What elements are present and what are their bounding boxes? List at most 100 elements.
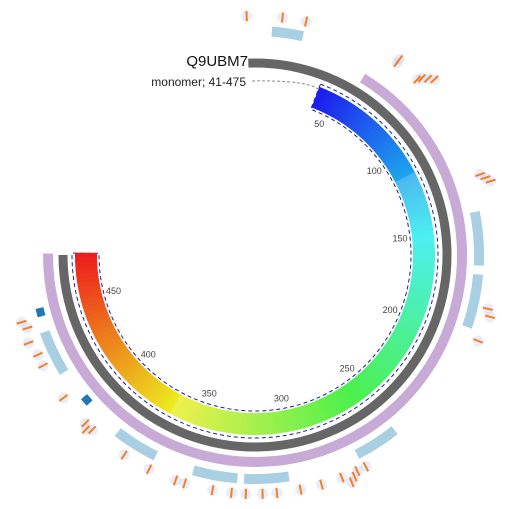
chain-gradient-slice (298, 405, 310, 428)
chain-gradient-slice (388, 335, 410, 352)
chain-gradient-slice (77, 279, 100, 288)
chain-gradient-slice (371, 132, 391, 152)
chain-gradient-slice (407, 208, 431, 219)
chain-gradient-slice (140, 377, 158, 398)
chain-gradient-slice (313, 400, 326, 423)
chain-gradient-slice (75, 256, 98, 262)
variant-marker (395, 54, 404, 65)
chain-gradient-slice (260, 412, 267, 435)
variant-marker (32, 351, 43, 358)
chain-gradient-slice (78, 287, 102, 297)
chain-gradient-slice (364, 366, 383, 385)
chain-gradient-slice (248, 412, 254, 435)
chain-gradient-slice (410, 221, 433, 230)
chain-gradient-slice (214, 408, 224, 432)
chain-gradient-slice (358, 371, 377, 391)
variant-marker (16, 319, 27, 325)
chain-gradient-slice (406, 204, 430, 215)
chain-gradient-slice (77, 283, 101, 293)
chain-gradient-slice (161, 390, 178, 412)
chain-gradient-slice (409, 217, 432, 226)
variant-marker (319, 479, 324, 490)
chain-gradient-slice (116, 355, 136, 374)
chain-gradient-slice (377, 351, 398, 369)
chain-gradient-slice (380, 146, 402, 163)
chain-gradient-slice (127, 366, 147, 386)
chain-gradient-slice (337, 387, 353, 409)
chain-gradient-slice (345, 107, 362, 128)
chain-gradient-slice (363, 123, 382, 143)
chain-gradient-slice (169, 394, 184, 416)
chain-gradient-slice (177, 397, 191, 420)
chain-gradient-slice (342, 104, 359, 126)
region-block (462, 273, 484, 329)
chain-gradient-slice (412, 242, 435, 249)
chain-gradient-slice (79, 290, 103, 301)
region-block (114, 428, 159, 461)
chain-gradient-slice (287, 408, 297, 432)
chain-gradient-slice (357, 117, 376, 138)
region-block (243, 471, 290, 484)
chain-gradient-slice (327, 393, 342, 416)
chain-gradient-slice (151, 383, 168, 405)
variant-marker (120, 450, 128, 460)
chain-gradient-slice (218, 409, 228, 433)
chain-gradient-slice (276, 410, 284, 434)
chain-gradient-slice (147, 381, 165, 403)
scale-tick-label: 200 (383, 305, 398, 315)
chain-gradient-slice (404, 196, 427, 208)
variant-marker (362, 461, 370, 472)
chain-gradient-slice (369, 360, 389, 379)
chain-gradient-slice (374, 354, 395, 373)
chain-gradient-slice (193, 403, 205, 426)
chain-gradient-slice (412, 267, 435, 274)
chain-gradient-slice (210, 407, 220, 431)
chain-gradient-slice (294, 406, 306, 430)
variant-marker (304, 16, 309, 27)
variant-marker (145, 464, 153, 475)
region-block (469, 210, 484, 266)
variant-marker (474, 171, 486, 178)
chain-gradient-slice (253, 412, 258, 436)
variant-marker (484, 314, 496, 320)
chain-gradient-slice (309, 401, 322, 424)
variant-marker (430, 75, 439, 84)
chain-gradient-slice (130, 369, 150, 389)
chain-gradient-slice (411, 229, 434, 238)
chain-gradient-slice (173, 395, 188, 418)
chain-gradient-slice (75, 260, 98, 267)
sequence-track (58, 58, 452, 452)
chain-dashed-outline (71, 83, 439, 439)
chain-gradient-slice (407, 293, 430, 304)
chain-gradient-slice (365, 126, 385, 146)
chain-gradient-slice (385, 153, 407, 170)
chain-gradient-slice (396, 175, 419, 190)
scale-tick-label: 250 (340, 363, 355, 373)
chain-gradient-slice (405, 200, 428, 211)
scale-tick-label: 350 (202, 389, 217, 399)
sequence-gradient-layer (71, 83, 439, 439)
variant-marker (275, 487, 279, 499)
variant-marker (417, 73, 426, 83)
variant-marker (485, 178, 496, 184)
chain-gradient-slice (98, 333, 120, 349)
chain-gradient-slice (390, 332, 412, 348)
chain-gradient-slice (386, 339, 408, 355)
chain-gradient-slice (346, 381, 364, 402)
chain-gradient-slice (348, 109, 366, 131)
scale-tick-label: 450 (106, 286, 121, 296)
chain-gradient-slice (360, 120, 379, 140)
chain-gradient-slice (76, 275, 99, 284)
chain-gradient-slice (410, 278, 433, 287)
chain-gradient-slice (94, 326, 117, 341)
chain-gradient-slice (84, 305, 107, 318)
chain-gradient-slice (406, 297, 429, 308)
feature-track-layer (43, 58, 468, 467)
chain-gradient-slice (325, 93, 340, 116)
chain-gradient-slice (189, 402, 202, 425)
chain-gradient-slice (320, 397, 334, 419)
chain-gradient-slice (373, 136, 394, 154)
variant-marker (354, 466, 361, 476)
chain-gradient-slice (311, 86, 324, 110)
chain-gradient-slice (352, 376, 371, 397)
